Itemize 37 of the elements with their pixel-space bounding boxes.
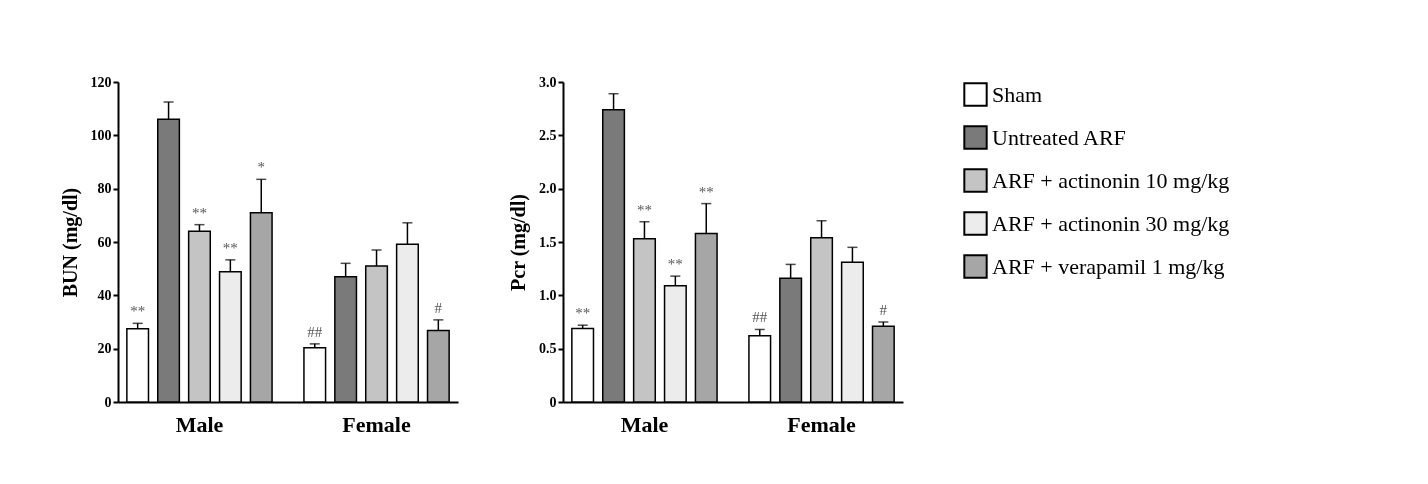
data-label: ** [698, 183, 714, 200]
x-tick-label: Female [787, 411, 856, 437]
legend-label: ARF + actinonin 10 mg/kg [992, 167, 1230, 193]
data-label: ** [191, 204, 207, 221]
y-tick-label: 100 [90, 127, 112, 143]
data-label: ** [636, 201, 652, 218]
x-tick-label: Male [175, 411, 224, 437]
y-tick-label: 2.0 [539, 181, 557, 197]
y-tick-label: 20 [97, 341, 112, 357]
data-label: * [257, 159, 265, 176]
legend-label: Untreated ARF [992, 124, 1126, 150]
x-tick-label: Male [620, 411, 669, 437]
data-label: ** [575, 305, 591, 322]
legend-label: Sham [992, 81, 1043, 107]
data-label: ** [222, 239, 238, 256]
y-tick-label: 1.5 [539, 234, 557, 250]
y-tick-label: 80 [97, 181, 112, 197]
y-tick-label: 0.5 [539, 341, 557, 357]
y-axis-title: Pcr (mg/dl) [507, 194, 530, 291]
y-tick-label: 0 [549, 394, 557, 410]
x-tick-label: Female [342, 411, 411, 437]
y-tick-label: 1.0 [539, 287, 557, 303]
data-label: ** [130, 303, 146, 320]
data-label: # [879, 302, 888, 318]
y-tick-label: 3.0 [539, 74, 557, 90]
y-tick-label: 0 [104, 394, 112, 410]
y-tick-label: 120 [90, 74, 112, 90]
data-label: ## [752, 309, 768, 326]
y-tick-label: 40 [97, 287, 112, 303]
data-label: ## [307, 323, 323, 340]
legend-label: ARF + actinonin 30 mg/kg [992, 210, 1230, 236]
data-label: # [434, 299, 443, 316]
y-axis-title: BUN (mg/dl) [58, 187, 82, 298]
y-tick-label: 2.5 [539, 127, 557, 143]
y-tick-label: 60 [97, 234, 112, 250]
data-label: ** [667, 256, 683, 273]
legend-label: ARF + verapamil 1 mg/kg [992, 253, 1225, 279]
